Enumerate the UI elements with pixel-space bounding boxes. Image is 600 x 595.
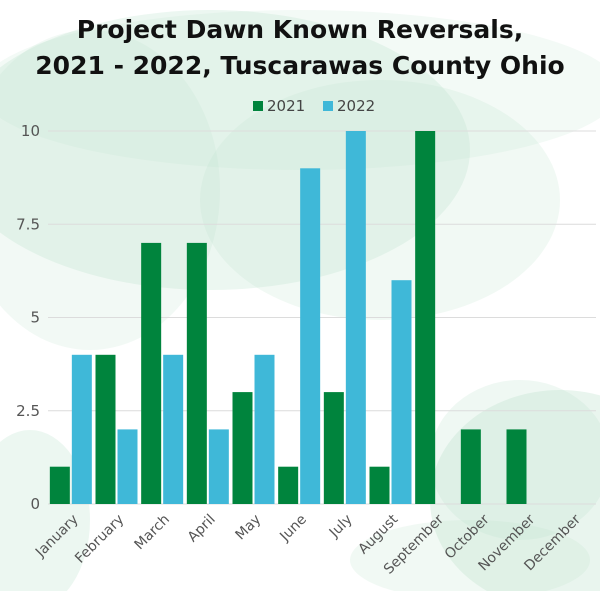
- legend-swatch-2021: [253, 101, 263, 111]
- x-category-label: June: [276, 512, 310, 546]
- bar-2022-july: [345, 131, 366, 504]
- bar-2022-june: [300, 168, 321, 505]
- bar-2021-august: [369, 466, 390, 504]
- chart-title-line-1: Project Dawn Known Reversals,: [77, 15, 523, 44]
- x-category-label: July: [326, 512, 356, 542]
- chart-title-line-2: 2021 - 2022, Tuscarawas County Ohio: [35, 51, 564, 80]
- bar-2021-january: [49, 466, 70, 504]
- bar-2021-november: [506, 429, 527, 504]
- bar-2021-july: [323, 392, 344, 504]
- legend-label-2021: 2021: [267, 97, 305, 115]
- y-tick-label: 7.5: [16, 215, 40, 233]
- x-category-label: March: [131, 512, 172, 553]
- watercolor-blob: [200, 80, 560, 320]
- bar-2022-may: [254, 354, 275, 504]
- chart-title: Project Dawn Known Reversals, 2021 - 202…: [35, 15, 564, 80]
- y-tick-label: 2.5: [16, 402, 40, 420]
- bar-2022-february: [117, 429, 138, 504]
- watercolor-blob: [0, 30, 220, 350]
- bar-2021-february: [95, 354, 116, 504]
- y-tick-label: 10: [21, 122, 40, 140]
- legend: 2021 2022: [253, 97, 375, 115]
- bar-2022-august: [391, 280, 412, 504]
- bars: [49, 131, 527, 505]
- x-category-label: April: [185, 512, 219, 546]
- gridlines: [48, 130, 596, 505]
- x-category-label: May: [233, 512, 265, 544]
- bar-2021-april: [186, 242, 207, 504]
- watercolor-background: [0, 10, 600, 595]
- watercolor-blob: [350, 520, 590, 595]
- y-tick-label: 5: [30, 309, 40, 327]
- y-axis-ticks: 0 2.5 5 7.5 10: [16, 122, 40, 513]
- bar-2021-june: [278, 466, 299, 504]
- bar-2022-january: [71, 354, 92, 504]
- bar-2022-march: [163, 354, 184, 504]
- bar-2021-september: [415, 131, 436, 504]
- legend-swatch-2022: [323, 101, 333, 111]
- bar-2022-april: [208, 429, 229, 504]
- legend-label-2022: 2022: [337, 97, 375, 115]
- bar-2021-may: [232, 392, 253, 504]
- y-tick-label: 0: [30, 495, 40, 513]
- bar-2021-march: [141, 242, 162, 504]
- bar-2021-october: [460, 429, 481, 504]
- watercolor-blob: [0, 10, 600, 170]
